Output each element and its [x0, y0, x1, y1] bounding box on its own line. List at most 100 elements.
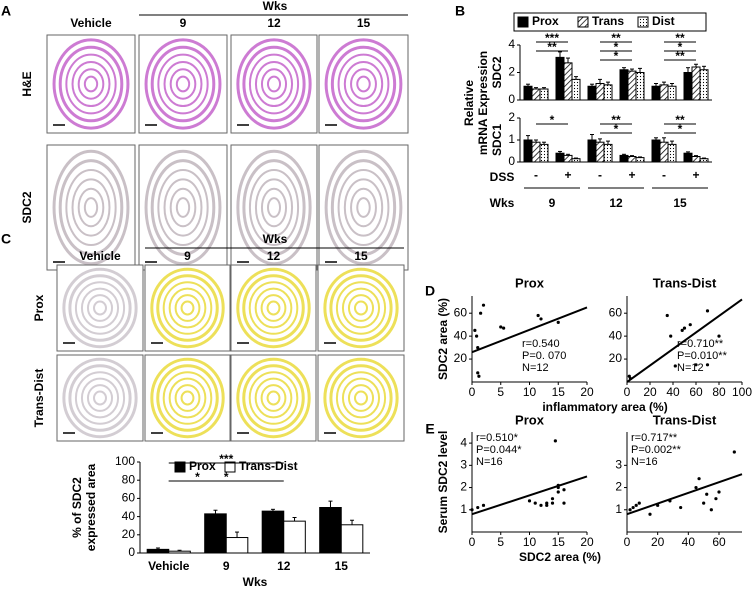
- tissue-ring: [236, 149, 312, 266]
- bar: [659, 84, 669, 101]
- bar: [635, 72, 645, 101]
- point: [476, 346, 480, 350]
- y-axis-label: expressed area: [84, 463, 98, 551]
- tissue-ring: [266, 300, 281, 316]
- legend-label: Dist: [652, 14, 675, 28]
- tissue-ring: [71, 60, 111, 108]
- point: [539, 503, 543, 507]
- x-tick-label: 100: [732, 385, 752, 399]
- tissue-ring: [169, 187, 197, 228]
- bar: [563, 62, 573, 101]
- bar: [587, 85, 597, 101]
- point: [545, 503, 549, 507]
- chart-title: Trans-Dist: [653, 275, 717, 290]
- significance-label: **: [675, 113, 685, 127]
- tissue-ring: [356, 75, 371, 93]
- tissue-ring: [324, 149, 403, 266]
- tissue-ring: [150, 45, 216, 123]
- tissue-ring: [174, 384, 201, 412]
- y-tick-label: 40: [454, 328, 468, 342]
- legend-swatch: [577, 16, 589, 28]
- column-label: 15: [354, 249, 368, 263]
- stat-label: N=16: [476, 456, 503, 468]
- significance-label: *: [550, 113, 555, 127]
- tissue-ring: [350, 68, 377, 100]
- tissue-ring: [86, 294, 114, 322]
- x-tick-label: 20: [643, 385, 657, 399]
- bar: [571, 78, 581, 101]
- y-tick-label: 0: [508, 92, 515, 106]
- significance-label: **: [611, 113, 621, 127]
- x-tick-label: 5: [497, 535, 504, 549]
- tissue-ring: [353, 390, 369, 406]
- tissue-ring: [254, 178, 294, 237]
- bar: [635, 157, 645, 163]
- bar: [699, 158, 709, 163]
- tissue-ring: [343, 178, 384, 237]
- stat-label: P=0. 070: [522, 350, 566, 362]
- point: [732, 450, 736, 454]
- y-tick-label: 4: [460, 435, 467, 449]
- point: [477, 374, 481, 378]
- tissue-ring: [242, 274, 305, 342]
- column-label: 9: [180, 16, 187, 30]
- bar: [603, 143, 613, 163]
- bar: [523, 139, 533, 163]
- x-tick-label: 10: [523, 385, 537, 399]
- y-tick-label: 20: [609, 351, 623, 365]
- tissue-ring: [254, 60, 294, 108]
- column-label: Vehicle: [79, 249, 121, 263]
- row-label: Trans-Dist: [32, 369, 46, 428]
- stat-label: r=0.710**: [677, 338, 724, 350]
- y-tick-label: 0: [128, 545, 135, 559]
- significance-label: *: [678, 122, 683, 136]
- x-tick-label: +: [628, 168, 635, 182]
- x-tick-label: +: [692, 168, 699, 182]
- tissue-ring: [248, 371, 299, 425]
- bar: [539, 88, 549, 101]
- tissue-ring: [180, 300, 195, 316]
- tissue-ring: [248, 169, 300, 246]
- stat-label: N=12: [677, 362, 704, 374]
- x-tick-label: 10: [523, 535, 537, 549]
- x-tick-label: 80: [712, 385, 726, 399]
- point: [533, 501, 537, 505]
- tissue-ring: [162, 371, 213, 425]
- bar: [659, 141, 669, 163]
- legend-label: Prox: [532, 14, 559, 28]
- bar: [627, 70, 637, 101]
- x-tick-label: 5: [497, 385, 504, 399]
- point: [476, 371, 480, 375]
- tissue-ring: [62, 267, 138, 349]
- tissue-ring: [329, 274, 393, 342]
- tissue-ring: [156, 274, 219, 342]
- trend-line: [471, 475, 588, 516]
- x-tick-label: 9: [223, 559, 230, 573]
- point: [679, 505, 683, 510]
- tissue-ring: [260, 187, 288, 228]
- tissue-ring: [65, 53, 117, 115]
- y-tick-label: 100: [115, 454, 135, 468]
- point: [717, 490, 721, 494]
- y-tick-label: 4: [508, 37, 515, 51]
- tissue-ring: [337, 53, 390, 115]
- tissue-ring: [62, 357, 138, 439]
- column-label: 9: [184, 249, 191, 263]
- point: [702, 501, 706, 505]
- trend-line: [626, 298, 743, 383]
- x-tick-label: Vehicle: [148, 559, 190, 573]
- tissue-ring: [248, 53, 300, 115]
- point: [473, 328, 477, 332]
- panel-label: B: [455, 3, 465, 19]
- point: [475, 334, 479, 338]
- point: [697, 477, 701, 481]
- point: [705, 363, 710, 367]
- tissue-ring: [335, 371, 387, 425]
- tissue-ring: [242, 364, 305, 432]
- bar: [146, 548, 170, 554]
- bar: [619, 154, 629, 163]
- tissue-ring: [163, 60, 203, 108]
- bar: [225, 537, 249, 554]
- point: [481, 503, 486, 507]
- point: [527, 499, 532, 503]
